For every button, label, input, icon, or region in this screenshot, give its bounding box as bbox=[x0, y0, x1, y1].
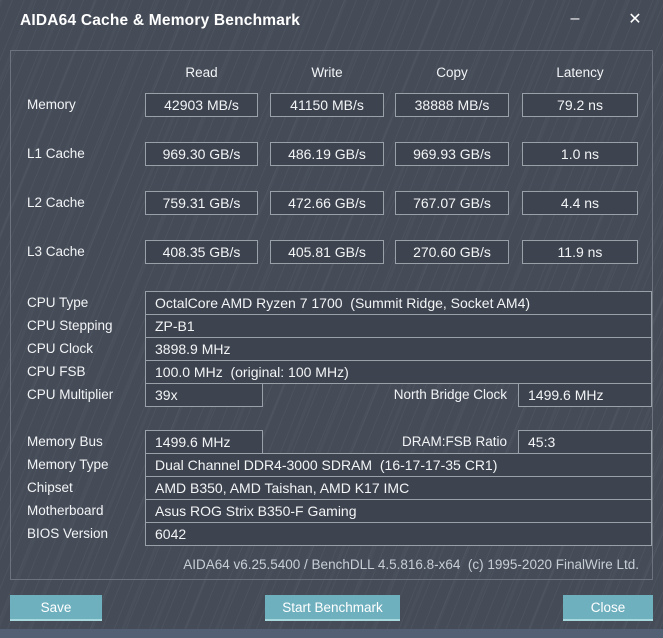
l3-latency-value: 11.9 ns bbox=[522, 240, 638, 264]
l3-copy-value: 270.60 GB/s bbox=[395, 240, 509, 264]
minimize-button[interactable]: – bbox=[561, 5, 589, 33]
close-window-button[interactable]: ✕ bbox=[621, 5, 649, 33]
cpu-clock-value: 3898.9 MHz bbox=[145, 337, 652, 361]
table-row-l1-cache: L1 Cache 969.30 GB/s 486.19 GB/s 969.93 … bbox=[11, 142, 652, 166]
info-row-cpu-stepping: CPU Stepping ZP-B1 bbox=[11, 314, 652, 338]
info-row-memory-type: Memory Type Dual Channel DDR4-3000 SDRAM… bbox=[11, 453, 652, 477]
memory-bus-label: Memory Bus bbox=[27, 434, 103, 449]
cpu-clock-label: CPU Clock bbox=[27, 341, 94, 356]
cpu-fsb-value: 100.0 MHz (original: 100 MHz) bbox=[145, 360, 652, 384]
row-label-l3-cache: L3 Cache bbox=[27, 244, 85, 259]
close-icon: ✕ bbox=[628, 11, 642, 28]
title-bar: AIDA64 Cache & Memory Benchmark – ✕ bbox=[0, 0, 663, 44]
close-button[interactable]: Close bbox=[563, 595, 653, 621]
info-row-cpu-clock: CPU Clock 3898.9 MHz bbox=[11, 337, 652, 361]
memory-type-value: Dual Channel DDR4-3000 SDRAM (16-17-17-3… bbox=[145, 453, 652, 477]
l1-write-value: 486.19 GB/s bbox=[270, 142, 384, 166]
motherboard-label: Motherboard bbox=[27, 503, 104, 518]
cpu-stepping-label: CPU Stepping bbox=[27, 318, 113, 333]
memory-write-value: 41150 MB/s bbox=[270, 93, 384, 117]
north-bridge-clock-value: 1499.6 MHz bbox=[518, 383, 652, 407]
chipset-label: Chipset bbox=[27, 480, 73, 495]
l1-read-value: 969.30 GB/s bbox=[145, 142, 258, 166]
info-row-memory-bus: Memory Bus 1499.6 MHz DRAM:FSB Ratio 45:… bbox=[11, 430, 652, 454]
memory-read-value: 42903 MB/s bbox=[145, 93, 258, 117]
chipset-value: AMD B350, AMD Taishan, AMD K17 IMC bbox=[145, 476, 652, 500]
info-row-cpu-fsb: CPU FSB 100.0 MHz (original: 100 MHz) bbox=[11, 360, 652, 384]
cpu-multiplier-label: CPU Multiplier bbox=[27, 387, 114, 402]
l1-latency-value: 1.0 ns bbox=[522, 142, 638, 166]
column-header-copy: Copy bbox=[436, 65, 468, 80]
l2-copy-value: 767.07 GB/s bbox=[395, 191, 509, 215]
save-button[interactable]: Save bbox=[10, 595, 102, 621]
l3-read-value: 408.35 GB/s bbox=[145, 240, 258, 264]
l2-latency-value: 4.4 ns bbox=[522, 191, 638, 215]
column-header-write: Write bbox=[311, 65, 343, 80]
info-row-chipset: Chipset AMD B350, AMD Taishan, AMD K17 I… bbox=[11, 476, 652, 500]
memory-latency-value: 79.2 ns bbox=[522, 93, 638, 117]
memory-copy-value: 38888 MB/s bbox=[395, 93, 509, 117]
memory-bus-value: 1499.6 MHz bbox=[145, 430, 263, 454]
minimize-icon: – bbox=[570, 10, 580, 27]
window-bottom-edge bbox=[0, 629, 663, 638]
benchmark-panel: Read Write Copy Latency Memory 42903 MB/… bbox=[10, 50, 653, 580]
table-row-memory: Memory 42903 MB/s 41150 MB/s 38888 MB/s … bbox=[11, 93, 652, 117]
version-text: AIDA64 v6.25.5400 / BenchDLL 4.5.816.8-x… bbox=[183, 557, 639, 572]
cpu-fsb-label: CPU FSB bbox=[27, 364, 86, 379]
row-label-memory: Memory bbox=[27, 97, 76, 112]
info-row-cpu-type: CPU Type OctalCore AMD Ryzen 7 1700 (Sum… bbox=[11, 291, 652, 315]
dram-fsb-ratio-value: 45:3 bbox=[518, 430, 652, 454]
table-row-l2-cache: L2 Cache 759.31 GB/s 472.66 GB/s 767.07 … bbox=[11, 191, 652, 215]
north-bridge-clock-label: North Bridge Clock bbox=[393, 387, 507, 402]
row-label-l2-cache: L2 Cache bbox=[27, 195, 85, 210]
cpu-type-value: OctalCore AMD Ryzen 7 1700 (Summit Ridge… bbox=[145, 291, 652, 315]
cpu-stepping-value: ZP-B1 bbox=[145, 314, 652, 338]
l1-copy-value: 969.93 GB/s bbox=[395, 142, 509, 166]
info-row-cpu-multiplier: CPU Multiplier 39x North Bridge Clock 14… bbox=[11, 383, 652, 407]
l2-write-value: 472.66 GB/s bbox=[270, 191, 384, 215]
start-benchmark-button[interactable]: Start Benchmark bbox=[265, 595, 400, 621]
l3-write-value: 405.81 GB/s bbox=[270, 240, 384, 264]
cpu-multiplier-value: 39x bbox=[145, 383, 263, 407]
memory-type-label: Memory Type bbox=[27, 457, 109, 472]
column-header-latency: Latency bbox=[556, 65, 604, 80]
dram-fsb-ratio-label: DRAM:FSB Ratio bbox=[401, 434, 507, 449]
info-row-motherboard: Motherboard Asus ROG Strix B350-F Gaming bbox=[11, 499, 652, 523]
window-title: AIDA64 Cache & Memory Benchmark bbox=[20, 12, 301, 29]
bios-version-value: 6042 bbox=[145, 522, 652, 546]
l2-read-value: 759.31 GB/s bbox=[145, 191, 258, 215]
info-row-bios-version: BIOS Version 6042 bbox=[11, 522, 652, 546]
table-row-l3-cache: L3 Cache 408.35 GB/s 405.81 GB/s 270.60 … bbox=[11, 240, 652, 264]
column-header-read: Read bbox=[185, 65, 218, 80]
bios-version-label: BIOS Version bbox=[27, 526, 109, 541]
motherboard-value: Asus ROG Strix B350-F Gaming bbox=[145, 499, 652, 523]
row-label-l1-cache: L1 Cache bbox=[27, 146, 85, 161]
cpu-type-label: CPU Type bbox=[27, 295, 89, 310]
